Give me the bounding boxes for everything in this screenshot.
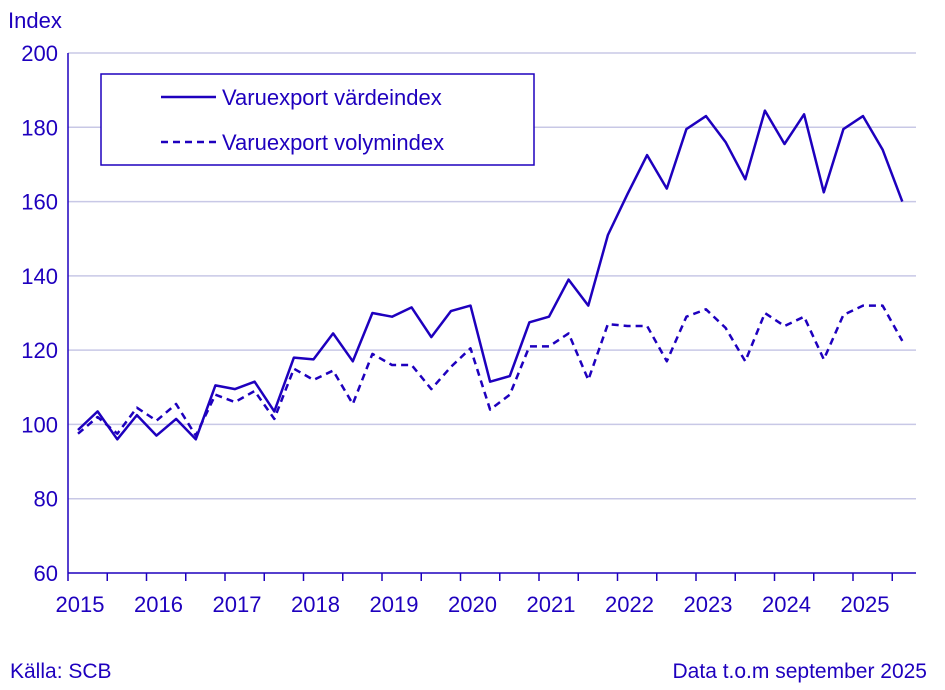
x-tick-label: 2018 [291,592,340,617]
x-tick-label: 2021 [527,592,576,617]
y-tick-label: 140 [21,264,58,289]
x-tick-label: 2022 [605,592,654,617]
x-tick-label: 2017 [213,592,262,617]
y-tick-label: 180 [21,115,58,140]
x-tick-label: 2023 [684,592,733,617]
x-tick-label: 2019 [370,592,419,617]
legend-label: Varuexport värdeindex [222,85,442,110]
legend-box [100,73,535,166]
y-tick-label: 80 [34,487,58,512]
x-tick-label: 2016 [134,592,183,617]
y-axis-label: Index [8,8,62,33]
y-tick-label: 100 [21,412,58,437]
y-tick-label: 120 [21,338,58,363]
source-note: Källa: SCB [10,660,112,683]
y-tick-label: 60 [34,561,58,586]
x-tick-label: 2015 [56,592,105,617]
data-note: Data t.o.m september 2025 [672,660,927,683]
y-tick-label: 160 [21,190,58,215]
x-tick-label: 2020 [448,592,497,617]
legend: Varuexport värdeindex Varuexport volymind… [100,73,535,166]
axes: 60 80 100 120 140 160 180 200 Index 2015 2016 2017 2… [8,8,916,617]
x-tick-label: 2025 [841,592,890,617]
y-tick-label: 200 [21,41,58,66]
series-lines [77,109,904,441]
x-tick-label: 2024 [762,592,811,617]
series-line-1 [77,109,904,441]
series-line-2 [77,304,904,437]
legend-label: Varuexport volymindex [222,130,444,155]
